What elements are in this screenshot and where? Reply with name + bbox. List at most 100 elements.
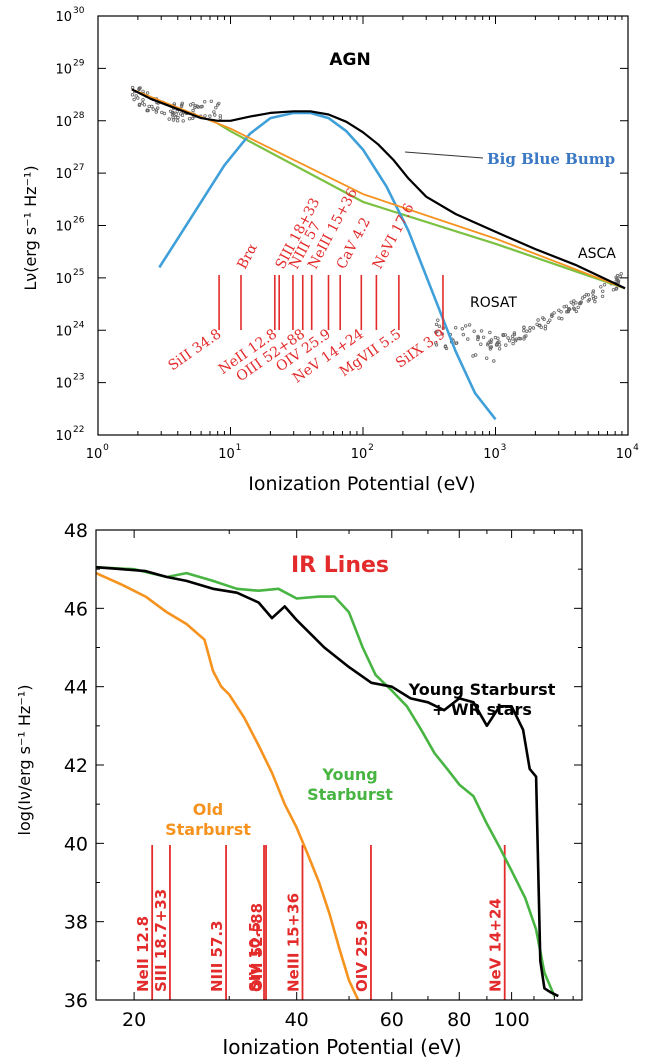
data-point (160, 110, 164, 115)
y-tick-label: 38 (64, 912, 88, 934)
data-point (193, 105, 197, 110)
data-point (511, 341, 515, 346)
data-point (543, 324, 548, 328)
y-tick-exp: 25 (73, 268, 84, 278)
data-point (180, 101, 184, 105)
data-point (145, 108, 149, 113)
data-point (142, 103, 147, 107)
data-point (213, 113, 217, 117)
data-point (566, 309, 570, 314)
y-tick-base: 10 (55, 429, 72, 444)
y-tick-label: 10 23 (55, 373, 84, 392)
data-point (136, 96, 140, 100)
y-tick-label: 10 30 (55, 6, 84, 25)
emission-line-label: Brα (234, 241, 261, 272)
data-point (202, 99, 207, 104)
data-point (167, 117, 171, 121)
data-point (569, 300, 573, 304)
ir-ticks (96, 529, 582, 1001)
data-point (175, 119, 180, 123)
data-point (586, 293, 591, 297)
data-point (474, 353, 478, 357)
x-tick-label: 10 1 (218, 443, 241, 462)
data-point (586, 299, 590, 303)
ir-lines-chart: NeII 12.8 SIII 18.7+33 NIII 57.3 OIII 52+88… (15, 520, 583, 1059)
y-tick-label: 10 25 (55, 268, 84, 287)
ir-emission-lines: NeII 12.8 SIII 18.7+33 NIII 57.3 OIII 52+88… (134, 845, 506, 1000)
data-point (150, 104, 154, 109)
series-label-line: Old (193, 800, 224, 819)
data-point (495, 341, 500, 345)
data-point (145, 91, 150, 95)
data-point (214, 105, 218, 110)
data-point (559, 310, 563, 314)
data-point (572, 299, 576, 303)
data-point (137, 102, 142, 107)
data-point (461, 332, 465, 337)
data-point (488, 330, 492, 335)
x-tick-base: 10 (483, 447, 500, 462)
y-tick-exp: 29 (73, 58, 85, 68)
agn-curve-green (217, 122, 626, 290)
y-tick-label: 10 22 (55, 425, 84, 444)
data-point (170, 112, 175, 117)
y-tick-label: 42 (64, 755, 88, 777)
x-tick-exp: 4 (633, 443, 639, 453)
agn-x-axis-title: Ionization Potential (eV) (248, 473, 475, 495)
data-point (162, 111, 167, 116)
big-blue-bump-pointer (404, 151, 484, 159)
data-point (141, 89, 145, 94)
data-point (531, 326, 536, 330)
data-point (518, 337, 523, 341)
data-point (564, 304, 569, 308)
data-point (147, 104, 151, 109)
series-label-line: Young Starburst (408, 680, 556, 699)
data-point (209, 99, 213, 103)
data-point (154, 110, 158, 114)
series-label-line: Starburst (165, 820, 251, 839)
data-point (476, 337, 480, 342)
data-point (203, 114, 207, 118)
emission-line-label: NeIII 15+36 (285, 893, 303, 992)
data-point (557, 316, 561, 320)
data-point (536, 318, 540, 322)
ir-title: IR Lines (291, 553, 389, 578)
emission-line-label: NeV 14+24 (487, 898, 505, 992)
ir-curve-green (95, 565, 556, 997)
data-point (567, 307, 571, 311)
data-point (489, 345, 493, 349)
data-point (175, 109, 179, 114)
x-tick-base: 10 (86, 447, 103, 462)
rosat-label: ROSAT (470, 295, 517, 311)
emission-line-label: OIII 52+88 (248, 903, 266, 992)
x-tick-base: 10 (616, 447, 633, 462)
data-point (215, 103, 220, 107)
data-point (593, 299, 597, 304)
data-point (472, 329, 476, 333)
data-point (591, 289, 596, 293)
y-tick-label: 48 (64, 520, 88, 542)
big-blue-bump-label: Big Blue Bump (487, 150, 615, 168)
data-point (550, 314, 554, 318)
data-point (507, 339, 512, 343)
y-tick-label: 10 27 (55, 163, 84, 182)
data-point (140, 101, 145, 105)
data-point (191, 108, 195, 113)
data-point (485, 356, 489, 360)
ir-curve-black (95, 565, 559, 998)
data-point (218, 114, 222, 118)
data-point (489, 340, 493, 345)
data-point (574, 301, 578, 305)
data-point (522, 335, 527, 339)
data-point (541, 316, 545, 320)
data-point (591, 294, 595, 299)
data-point (512, 332, 517, 337)
series-label-line: + WR stars (432, 700, 532, 719)
data-point (454, 326, 458, 330)
emission-line-label: NIII 57.3 (208, 920, 226, 992)
data-point (572, 306, 576, 310)
y-tick-base: 10 (55, 62, 72, 77)
data-point (528, 329, 532, 333)
